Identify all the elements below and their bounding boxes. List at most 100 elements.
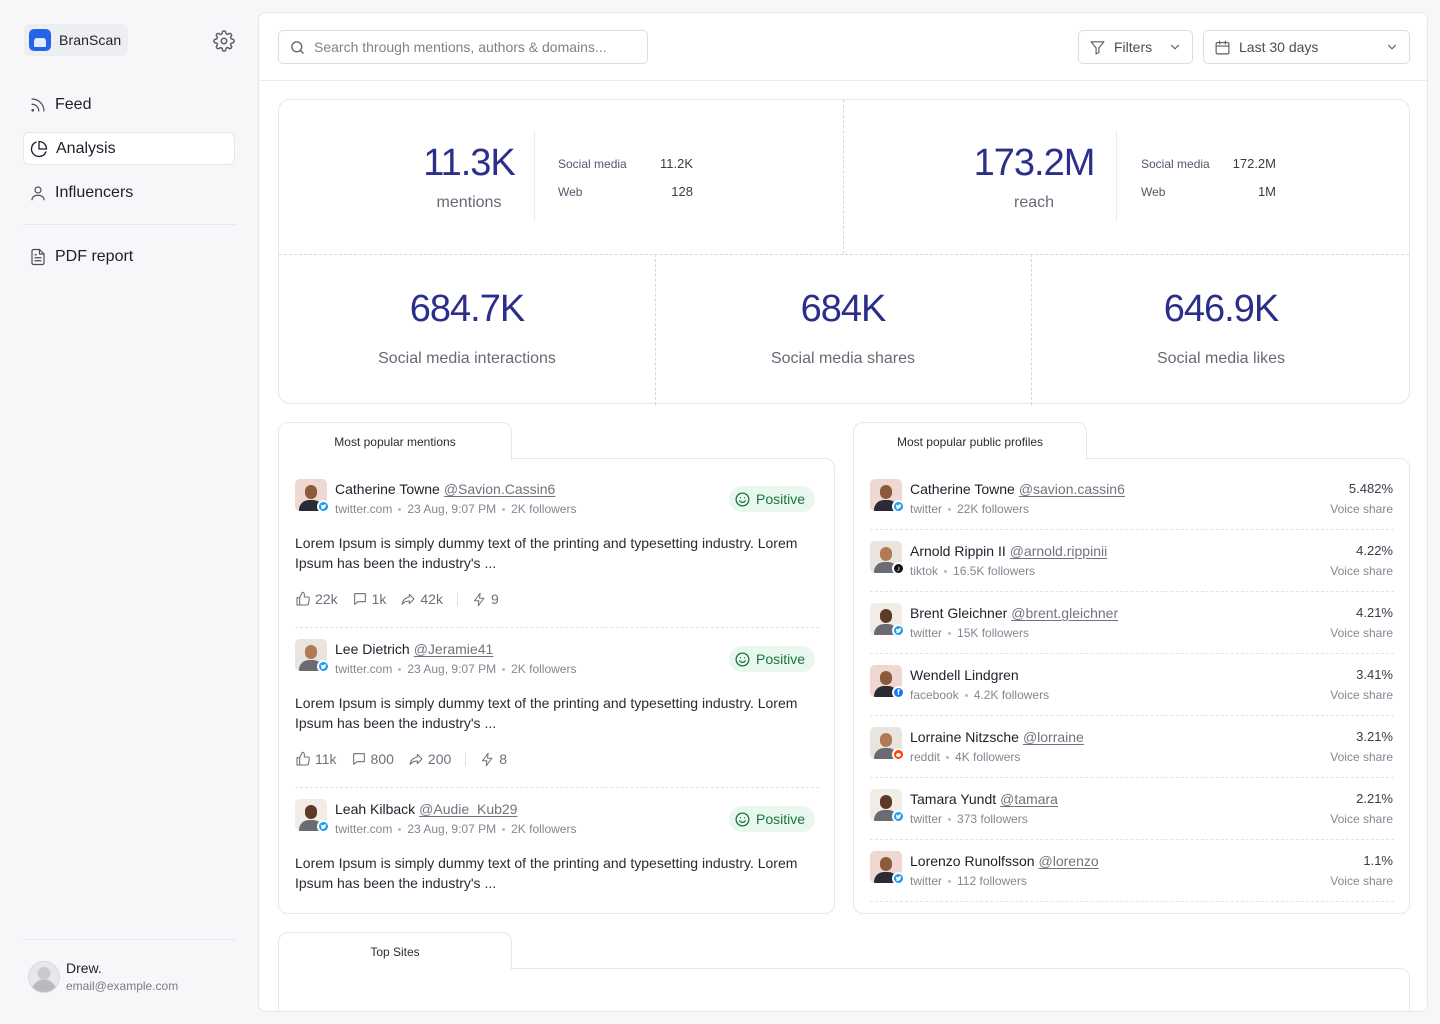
nav-analysis[interactable]: Analysis bbox=[23, 132, 235, 165]
profile-author: Lorenzo Runolfsson bbox=[910, 853, 1035, 869]
divider bbox=[295, 787, 819, 788]
profile-name[interactable]: Tamara Yundt @tamara bbox=[910, 791, 1058, 807]
mention-author[interactable]: Leah Kilback @Audie_Kub29 bbox=[335, 801, 517, 817]
profile-handle[interactable]: @lorenzo bbox=[1038, 853, 1099, 869]
voice-share-value: 2.21% bbox=[1356, 791, 1393, 806]
profile-meta: twitter 112 followers bbox=[910, 874, 1027, 888]
user-profile[interactable]: Drew. email@example.com bbox=[28, 960, 178, 993]
profile-handle[interactable]: @lorraine bbox=[1022, 729, 1084, 745]
comment-button[interactable]: 1k bbox=[352, 591, 386, 607]
profile-platform: tiktok bbox=[910, 564, 939, 578]
comment-button[interactable]: 800 bbox=[351, 751, 394, 767]
profile-name[interactable]: Catherine Towne @savion.cassin6 bbox=[910, 481, 1125, 497]
user-name: Drew. bbox=[66, 960, 102, 976]
profile-platform: reddit bbox=[910, 750, 941, 764]
tab-popular-profiles[interactable]: Most popular public profiles bbox=[853, 422, 1087, 460]
mention-meta: twitter.com 23 Aug, 9:07 PM 2K followers bbox=[335, 662, 576, 676]
profile-handle[interactable]: @arnold.rippinii bbox=[1009, 543, 1108, 559]
profile-name[interactable]: Arnold Rippin II @arnold.rippinii bbox=[910, 543, 1107, 559]
profile-handle[interactable]: @brent.gleichner bbox=[1011, 605, 1119, 621]
stats-card: 11.3K mentions Social media 11.2K Web 12… bbox=[278, 99, 1410, 405]
divider bbox=[870, 529, 1394, 530]
filters-dropdown[interactable]: Filters bbox=[1078, 30, 1193, 64]
author-handle[interactable]: @Savion.Cassin6 bbox=[443, 481, 556, 497]
mention-followers: 2K followers bbox=[511, 822, 577, 836]
shares-label: Social media shares bbox=[770, 350, 916, 367]
voice-share-value: 3.41% bbox=[1356, 667, 1393, 682]
voice-share-value: 3.21% bbox=[1356, 729, 1393, 744]
share-button[interactable]: 42k bbox=[400, 591, 443, 607]
score-value: 9 bbox=[490, 591, 499, 607]
voice-share-label: Voice share bbox=[1330, 626, 1393, 640]
profile-followers: 15K followers bbox=[957, 626, 1030, 640]
profile-followers: 112 followers bbox=[957, 874, 1027, 888]
gear-icon[interactable] bbox=[213, 30, 235, 52]
brand[interactable]: BranScan bbox=[24, 24, 129, 56]
divider bbox=[1031, 254, 1032, 405]
reddit-icon bbox=[892, 748, 905, 761]
profile-meta: twitter 15K followers bbox=[910, 626, 1029, 640]
profile-name[interactable]: Lorraine Nitzsche @lorraine bbox=[910, 729, 1084, 745]
score: 9 bbox=[472, 591, 499, 607]
share-icon bbox=[401, 593, 415, 605]
sentiment-label: Positive bbox=[756, 651, 806, 667]
top-bar: Filters Last 30 days bbox=[259, 13, 1427, 81]
nav-pdf-report[interactable]: PDF report bbox=[23, 240, 235, 273]
profile-name[interactable]: Brent Gleichner @brent.gleichner bbox=[910, 605, 1118, 621]
search-box[interactable] bbox=[278, 30, 648, 64]
mention-text: Lorem Ipsum is simply dummy text of the … bbox=[295, 535, 798, 571]
like-button[interactable]: 22k bbox=[295, 591, 338, 607]
profile-meta: twitter 373 followers bbox=[910, 812, 1028, 826]
chevron-down-icon bbox=[1170, 44, 1180, 50]
divider bbox=[295, 627, 819, 628]
share-count: 42k bbox=[420, 591, 443, 607]
profile-name[interactable]: Lorenzo Runolfsson @lorenzo bbox=[910, 853, 1099, 869]
voice-share: 2.21% Voice share bbox=[1330, 791, 1393, 826]
tab-top-sites[interactable]: Top Sites bbox=[278, 932, 512, 970]
voice-share-value: 1.1% bbox=[1363, 853, 1393, 868]
tab-popular-mentions[interactable]: Most popular mentions bbox=[278, 422, 512, 460]
profile-platform: twitter bbox=[910, 626, 943, 640]
share-button[interactable]: 200 bbox=[408, 751, 451, 767]
pie-chart-icon bbox=[30, 140, 48, 157]
nav-feed[interactable]: Feed bbox=[23, 88, 235, 121]
comment-count: 800 bbox=[370, 751, 394, 767]
filter-icon bbox=[1090, 40, 1105, 54]
sentiment-label: Positive bbox=[756, 491, 806, 507]
mention-source: twitter.com bbox=[335, 662, 393, 676]
bolt-icon bbox=[482, 752, 493, 766]
brand-logo-icon bbox=[29, 29, 51, 51]
profile-platform: twitter bbox=[910, 874, 943, 888]
divider bbox=[1116, 130, 1117, 222]
nav-influencers[interactable]: Influencers bbox=[23, 176, 235, 209]
user-icon bbox=[31, 185, 45, 200]
sidebar-divider bbox=[23, 224, 235, 225]
reach-web-value: 1M bbox=[1257, 184, 1276, 199]
reach-web-label: Web bbox=[1141, 185, 1166, 199]
author-handle[interactable]: @Audie_Kub29 bbox=[419, 801, 518, 817]
profile-author: Tamara Yundt bbox=[910, 791, 997, 807]
mention-actions: 11k 800 200 8 bbox=[295, 751, 521, 767]
mention-author[interactable]: Catherine Towne @Savion.Cassin6 bbox=[335, 481, 555, 497]
author-handle[interactable]: @Jeramie41 bbox=[413, 641, 494, 657]
like-button[interactable]: 11k bbox=[295, 751, 337, 767]
reach-social-label: Social media bbox=[1141, 157, 1210, 171]
voice-share: 4.22% Voice share bbox=[1330, 543, 1393, 578]
profile-handle[interactable]: @savion.cassin6 bbox=[1018, 481, 1125, 497]
score: 8 bbox=[480, 751, 507, 767]
tiktok-icon: ♪ bbox=[892, 562, 905, 575]
feed-icon bbox=[31, 97, 45, 112]
profile-handle[interactable]: @tamara bbox=[1000, 791, 1058, 807]
profile-platform: facebook bbox=[910, 688, 959, 702]
sentiment-badge: Positive bbox=[729, 806, 816, 832]
voice-share-label: Voice share bbox=[1330, 502, 1393, 516]
date-range-dropdown[interactable]: Last 30 days bbox=[1203, 30, 1410, 64]
mention-author[interactable]: Lee Dietrich @Jeramie41 bbox=[335, 641, 493, 657]
author-name: Catherine Towne bbox=[335, 481, 440, 497]
sidebar-divider bbox=[23, 939, 235, 940]
profile-author: Arnold Rippin II bbox=[910, 543, 1006, 559]
interactions-value: 684.7K bbox=[409, 288, 525, 330]
mentions-web-label: Web bbox=[558, 185, 583, 199]
search-input[interactable] bbox=[314, 39, 614, 55]
profile-name[interactable]: Wendell Lindgren bbox=[910, 667, 1023, 683]
